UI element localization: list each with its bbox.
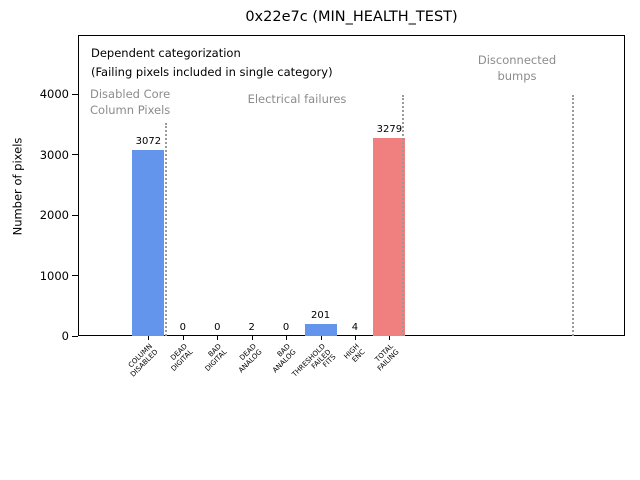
y-tick-label: 4000 [39,87,69,102]
y-tick-label: 3000 [39,147,69,162]
annotation-dependent-categorization: Dependent categorization [91,46,241,60]
y-tick-label: 1000 [39,268,69,283]
y-tick-label: 2000 [39,208,69,223]
separator-line [402,95,404,336]
x-tick-mark [354,336,356,340]
x-tick-mark [286,336,288,340]
x-tick-mark [217,336,219,340]
section-label-electrical-failures: Electrical failures [217,92,377,108]
y-tick-mark [72,214,78,216]
separator-line [572,95,574,336]
x-tick-mark [389,336,391,340]
section-label-disconnected-bumps: Disconnected bumps [447,53,587,84]
bar-value-label: 0 [282,322,290,333]
section-label-line: Column Pixels [90,102,171,117]
bar-column-disabled [132,150,165,336]
bar-value-label: 4 [351,321,359,333]
bar-value-label: 201 [311,309,331,321]
y-tick-mark [72,335,78,337]
y-tick-mark [72,93,78,95]
bar-value-label: 3072 [135,136,162,148]
x-tick-mark [182,336,184,340]
plot-area [78,35,625,336]
x-tick-mark [148,336,150,340]
annotation-failing-pixels-note: (Failing pixels included in single categ… [91,65,333,79]
bar-threshold-failed-fits [304,323,337,336]
y-tick-mark [72,154,78,156]
bar-value-label: 0 [179,322,187,333]
bar-total-failing [373,137,406,336]
section-label-line: Disabled Core [90,87,171,101]
bar-value-label: 2 [248,321,255,333]
section-label-disabled-core-column-pixels: Disabled Core Column Pixels [90,87,170,118]
y-tick-label: 0 [61,329,69,343]
section-label-line: bumps [497,68,537,83]
x-tick-mark [251,336,253,340]
separator-line [165,123,167,336]
y-axis-label: Number of pixels [10,137,25,236]
section-label-line: Disconnected [477,53,557,67]
y-tick-mark [72,275,78,277]
chart-title: 0x22e7c (MIN_HEALTH_TEST) [245,9,458,25]
bar-value-label: 0 [214,322,221,333]
bar-value-label: 3279 [376,123,403,135]
x-tick-mark [320,336,322,340]
section-label-line: Electrical failures [247,92,347,106]
